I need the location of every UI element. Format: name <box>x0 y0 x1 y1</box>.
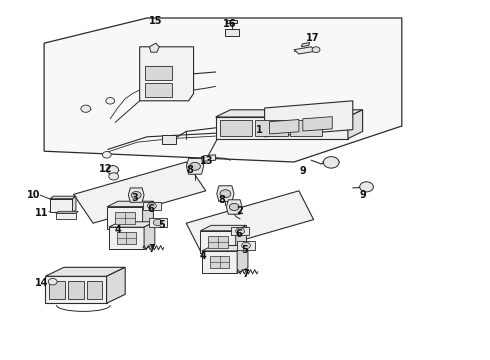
Polygon shape <box>56 213 76 219</box>
Polygon shape <box>255 120 288 136</box>
Polygon shape <box>217 186 234 202</box>
Text: 11: 11 <box>35 208 49 218</box>
Polygon shape <box>45 276 107 303</box>
Circle shape <box>229 203 239 211</box>
Circle shape <box>153 219 162 226</box>
Text: 17: 17 <box>306 33 319 43</box>
Text: 4: 4 <box>200 251 207 261</box>
Polygon shape <box>50 199 73 212</box>
Circle shape <box>147 203 156 209</box>
Polygon shape <box>202 251 237 273</box>
Circle shape <box>81 105 91 112</box>
Polygon shape <box>210 256 229 268</box>
Text: 16: 16 <box>222 19 236 30</box>
Polygon shape <box>56 211 78 213</box>
Text: 1: 1 <box>256 125 263 135</box>
Polygon shape <box>348 110 363 139</box>
Polygon shape <box>186 158 204 174</box>
Circle shape <box>220 190 231 198</box>
Polygon shape <box>220 120 252 136</box>
Polygon shape <box>145 83 171 97</box>
Circle shape <box>48 279 57 285</box>
Polygon shape <box>162 135 176 144</box>
Text: 15: 15 <box>149 16 163 26</box>
Text: 4: 4 <box>114 225 121 235</box>
Polygon shape <box>143 202 161 210</box>
Polygon shape <box>149 218 167 227</box>
Polygon shape <box>117 232 136 244</box>
Circle shape <box>107 166 119 174</box>
Polygon shape <box>140 47 194 101</box>
Circle shape <box>360 182 373 192</box>
Text: 13: 13 <box>200 156 214 166</box>
Polygon shape <box>237 246 248 273</box>
Text: 3: 3 <box>131 193 138 203</box>
Polygon shape <box>109 222 155 227</box>
Text: 8: 8 <box>187 165 194 175</box>
Polygon shape <box>149 43 159 52</box>
Text: 7: 7 <box>243 269 249 279</box>
Polygon shape <box>216 117 348 139</box>
Text: 6: 6 <box>236 229 243 239</box>
Polygon shape <box>227 20 237 23</box>
Polygon shape <box>143 201 153 229</box>
Circle shape <box>102 152 111 158</box>
Text: 5: 5 <box>242 245 248 255</box>
Polygon shape <box>226 200 242 214</box>
Polygon shape <box>231 227 249 235</box>
Circle shape <box>109 173 119 180</box>
Polygon shape <box>301 42 310 47</box>
Text: 6: 6 <box>147 204 154 214</box>
Polygon shape <box>107 207 143 229</box>
Circle shape <box>323 157 339 168</box>
Polygon shape <box>45 267 125 276</box>
Polygon shape <box>203 155 216 161</box>
Polygon shape <box>107 267 125 303</box>
Polygon shape <box>73 196 76 212</box>
Circle shape <box>190 162 200 170</box>
Text: 14: 14 <box>35 278 49 288</box>
Polygon shape <box>145 66 171 80</box>
Polygon shape <box>294 47 316 54</box>
Polygon shape <box>107 201 153 207</box>
Polygon shape <box>50 196 76 199</box>
Polygon shape <box>216 110 363 117</box>
Text: 10: 10 <box>26 190 40 200</box>
Text: 12: 12 <box>98 164 112 174</box>
Polygon shape <box>186 191 314 252</box>
Circle shape <box>312 47 320 53</box>
Text: 9: 9 <box>299 166 306 176</box>
Circle shape <box>131 192 141 199</box>
Circle shape <box>106 98 115 104</box>
Polygon shape <box>68 281 84 299</box>
Polygon shape <box>202 246 248 251</box>
Polygon shape <box>74 162 206 223</box>
Polygon shape <box>109 227 144 249</box>
Polygon shape <box>290 120 322 136</box>
Circle shape <box>242 242 250 249</box>
Text: 8: 8 <box>218 195 225 205</box>
Polygon shape <box>200 231 236 253</box>
Polygon shape <box>87 281 102 299</box>
Polygon shape <box>128 188 144 202</box>
Polygon shape <box>265 101 353 137</box>
Polygon shape <box>49 281 65 299</box>
Polygon shape <box>200 225 246 231</box>
Polygon shape <box>270 120 299 134</box>
Polygon shape <box>144 222 155 249</box>
Polygon shape <box>225 29 239 36</box>
Text: 2: 2 <box>237 206 244 216</box>
Text: 9: 9 <box>359 190 366 200</box>
Polygon shape <box>303 117 332 131</box>
Circle shape <box>236 228 245 234</box>
Polygon shape <box>115 212 135 224</box>
Polygon shape <box>44 18 402 162</box>
Text: 5: 5 <box>158 220 165 230</box>
Polygon shape <box>236 225 246 253</box>
Text: 7: 7 <box>148 244 155 254</box>
Polygon shape <box>208 236 228 248</box>
Polygon shape <box>237 241 255 250</box>
